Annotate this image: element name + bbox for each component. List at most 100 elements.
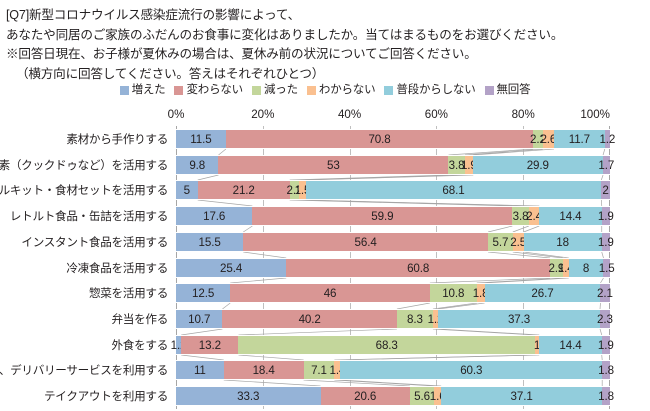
- category-label-7: 弁当を作る: [111, 312, 169, 326]
- bar-segment-増えた[interactable]: 10.7: [176, 309, 223, 329]
- bar-segment-減った[interactable]: 3.8: [512, 206, 529, 226]
- bar-segment-value: 2.4: [526, 209, 542, 223]
- bar-segment-増えた[interactable]: 9.8: [176, 155, 219, 175]
- legend-item-普段からしない[interactable]: 普段からしない: [384, 84, 476, 96]
- bar-segment-普段からしない[interactable]: 37.1: [441, 386, 603, 406]
- legend-swatch-icon: [484, 85, 494, 95]
- bar-segment-無回答[interactable]: 1.8: [598, 386, 614, 406]
- bar-segment-value: 3.8: [512, 209, 529, 223]
- bar-segment-無回答[interactable]: 1.5: [599, 258, 615, 278]
- legend-item-無回答[interactable]: 無回答: [484, 84, 531, 96]
- bar-segment-減った[interactable]: 3.8: [448, 155, 465, 175]
- category-label-4: インスタント食品を活用する: [21, 235, 168, 249]
- bar-segment-value: 46: [323, 286, 337, 300]
- bar-segment-普段からしない[interactable]: 11.7: [554, 129, 605, 149]
- bar-segment-変わらない[interactable]: 13.2: [181, 335, 239, 355]
- bar-segment-value: 14.4: [559, 209, 582, 223]
- bar-segment-わからない[interactable]: 1.9: [461, 155, 477, 175]
- bar-segment-value: 2.2: [530, 132, 546, 146]
- bar-row[interactable]: 1.2 13.2 68.3 1 14.4 1.9: [171, 335, 614, 355]
- bar-segment-わからない[interactable]: 2.4: [526, 206, 542, 226]
- bar-segment-変わらない[interactable]: 53: [218, 155, 449, 175]
- bar-segment-普段からしない[interactable]: 60.3: [340, 360, 603, 380]
- bar-segment-減った[interactable]: 8.3: [396, 309, 433, 329]
- bar-segment-減った[interactable]: 2.2: [530, 129, 546, 149]
- bar-segment-増えた[interactable]: 5: [176, 180, 198, 200]
- bar-segment-わからない[interactable]: 1.8: [473, 283, 489, 303]
- legend-item-減った[interactable]: 減った: [251, 84, 298, 96]
- bar-segment-増えた[interactable]: 33.3: [176, 386, 321, 406]
- bar-segment-変わらない[interactable]: 59.9: [252, 206, 513, 226]
- category-label-6: 惣菜を活用する: [88, 286, 168, 300]
- bar-row[interactable]: 9.8 53 3.8 1.9 29.9 1.7: [176, 155, 614, 175]
- bar-segment-無回答[interactable]: 1.7: [598, 155, 614, 175]
- bar-segment-わからない[interactable]: 1: [534, 335, 540, 355]
- bar-segment-減った[interactable]: 5.7: [488, 232, 513, 252]
- bar-segment-無回答[interactable]: 1.2: [599, 129, 615, 149]
- category-label-0: 素材から手作りする: [66, 132, 168, 146]
- bar-row[interactable]: 15.5 56.4 5.7 2.5 18 1.9: [176, 232, 614, 252]
- bar-segment-value: 2: [602, 183, 609, 197]
- x-axis-tick-80: 80%: [511, 108, 535, 121]
- bar-row[interactable]: 17.6 59.9 3.8 2.4 14.4 1.9: [176, 206, 614, 226]
- bar-segment-増えた[interactable]: 11: [176, 360, 224, 380]
- bar-row[interactable]: 10.7 40.2 8.3 1.2 37.3 2.3: [176, 309, 613, 329]
- bar-row[interactable]: 11.5 70.8 2.2 2.6 11.7 1.2: [176, 129, 615, 149]
- bar-segment-増えた[interactable]: 15.5: [176, 232, 244, 252]
- category-label-9: 出前、デリバリーサービスを利用する: [0, 363, 168, 377]
- bar-row[interactable]: 12.5 46 10.8 1.8 26.7 2.1: [176, 283, 613, 303]
- bar-segment-value: 15.5: [198, 235, 221, 249]
- bar-segment-減った[interactable]: 2.9: [548, 258, 564, 278]
- bar-segment-無回答[interactable]: 1.9: [598, 232, 614, 252]
- legend-item-増えた[interactable]: 増えた: [119, 84, 166, 96]
- bar-segment-わからない[interactable]: 1.6: [430, 386, 446, 406]
- bar-segment-value: 14.4: [559, 338, 582, 352]
- bar-segment-普段からしない[interactable]: 29.9: [472, 155, 603, 175]
- bar-segment-無回答[interactable]: 1.9: [598, 335, 614, 355]
- bar-segment-変わらない[interactable]: 18.4: [223, 360, 304, 380]
- legend-item-わからない[interactable]: わからない: [306, 84, 376, 96]
- bar-segment-増えた[interactable]: 25.4: [176, 258, 287, 278]
- bar-segment-無回答[interactable]: 2: [601, 180, 610, 200]
- bar-row[interactable]: 33.3 20.6 5.6 1.6 37.1 1.8: [176, 386, 614, 406]
- bar-segment-変わらない[interactable]: 56.4: [243, 232, 489, 252]
- bar-segment-value: 70.8: [368, 132, 391, 146]
- bar-segment-減った[interactable]: 5.6: [409, 386, 435, 406]
- bar-segment-わからない[interactable]: 2.5: [510, 232, 526, 252]
- bar-segment-変わらない[interactable]: 20.6: [320, 386, 410, 406]
- bar-segment-普段からしない[interactable]: 37.3: [438, 309, 600, 329]
- bar-segment-普段からしない[interactable]: 8: [568, 258, 604, 278]
- legend-label: 普段からしない: [396, 84, 476, 96]
- bar-row[interactable]: 11 18.4 7.1 1.4 60.3 1.8: [176, 360, 614, 380]
- bar-segment-減った[interactable]: 2.2: [287, 180, 302, 200]
- bar-segment-普段からしない[interactable]: 14.4: [539, 335, 602, 355]
- bar-segment-無回答[interactable]: 2.1: [597, 283, 613, 303]
- bar-segment-減った[interactable]: 10.8: [429, 283, 477, 303]
- bar-segment-変わらない[interactable]: 21.2: [197, 180, 290, 200]
- bar-segment-増えた[interactable]: 17.6: [176, 206, 253, 226]
- bar-segment-普段からしない[interactable]: 26.7: [484, 283, 601, 303]
- x-axis-tick-60: 60%: [424, 108, 448, 121]
- bar-row[interactable]: 5 21.2 2.2 1.5 68.1 2: [176, 180, 610, 200]
- bar-segment-無回答[interactable]: 2.3: [597, 309, 613, 329]
- bar-segment-変わらない[interactable]: 46: [230, 283, 430, 303]
- bar-segment-無回答[interactable]: 1.9: [598, 206, 614, 226]
- bar-segment-value: 53: [327, 158, 340, 172]
- bar-segment-減った[interactable]: 7.1: [303, 360, 335, 380]
- bar-segment-普段からしない[interactable]: 68.1: [305, 180, 602, 200]
- bar-segment-value: 29.9: [526, 158, 549, 172]
- bar-segment-無回答[interactable]: 1.8: [598, 360, 614, 380]
- bar-segment-変わらない[interactable]: 70.8: [225, 129, 534, 149]
- bar-segment-わからない[interactable]: 2.6: [540, 129, 556, 149]
- bar-segment-value: 25.4: [220, 261, 243, 275]
- question-line-1: [Q7]新型コロナウイルス感染症流行の影響によって、: [6, 8, 301, 22]
- bar-segment-増えた[interactable]: 12.5: [176, 283, 231, 303]
- bar-segment-変わらない[interactable]: 40.2: [222, 309, 397, 329]
- bar-segment-減った[interactable]: 68.3: [238, 335, 535, 355]
- bar-segment-変わらない[interactable]: 60.8: [286, 258, 551, 278]
- legend-item-変わらない[interactable]: 変わらない: [174, 84, 243, 96]
- bar-segment-増えた[interactable]: 11.5: [176, 129, 226, 149]
- bar-segment-普段からしない[interactable]: 14.4: [539, 206, 602, 226]
- bar-segment-普段からしない[interactable]: 18: [523, 232, 602, 252]
- bar-row[interactable]: 25.4 60.8 2.9 1.4 8 1.5: [176, 258, 615, 278]
